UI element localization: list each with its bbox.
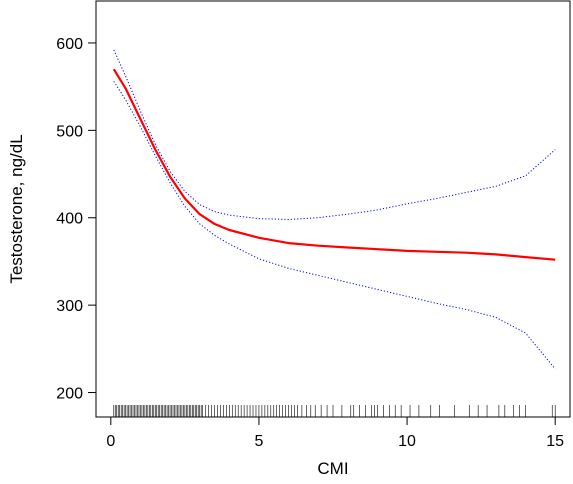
fit-line <box>112 68 556 261</box>
y-axis: 200 300 400 500 600 <box>56 36 96 403</box>
plot-frame <box>95 0 571 418</box>
y-axis-title: Testosterone, ng/dL <box>7 134 26 283</box>
ci-upper-line <box>113 49 556 220</box>
x-tick-label: 5 <box>254 433 263 450</box>
x-tick-label: 0 <box>106 433 115 450</box>
x-tick-label: 15 <box>546 433 564 450</box>
x-tick-label: 10 <box>398 433 416 450</box>
y-tick-label: 500 <box>56 123 83 140</box>
rug-plot <box>113 405 556 417</box>
x-axis: 0 5 10 15 <box>106 417 564 450</box>
y-tick-label: 600 <box>56 36 83 53</box>
x-axis-title: CMI <box>317 459 348 478</box>
y-tick-label: 400 <box>56 211 83 228</box>
y-tick-label: 300 <box>56 298 83 315</box>
series-group <box>112 49 556 370</box>
ci-lower-line <box>113 81 556 370</box>
y-tick-label: 200 <box>56 386 83 403</box>
